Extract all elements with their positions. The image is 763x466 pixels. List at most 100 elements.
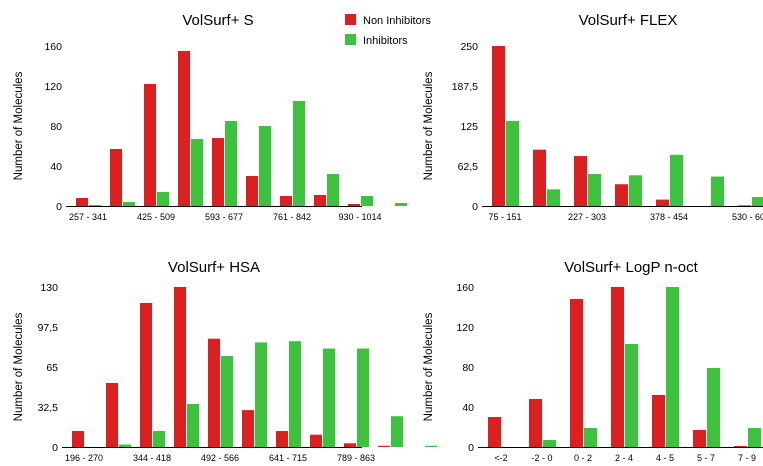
bar-hsa-non-inhibitors-2 [140,303,152,447]
chart-panel-s: VolSurf+ S Number of Molecules 0 40 80 120 1… [13,12,407,222]
bar-hsa-inhibitors-6 [289,341,301,447]
bar-hsa-non-inhibitors-3 [174,287,186,447]
y-ticks-logp: 0 40 80 120 160 [456,282,474,454]
bar-flex-non-inhibitors-2 [574,156,587,206]
bar-flex-inhibitors-2 [588,174,601,206]
bar-hsa-inhibitors-2 [153,431,165,447]
y-ticks-flex: 0 62,5 125 187,5 250 [452,41,478,213]
bar-hsa-inhibitors-3 [187,403,199,447]
y-tick-label-logp-1: 40 [462,402,474,414]
y-tick-label-s-3: 120 [44,81,62,93]
bar-logp-inhibitors-1 [543,440,556,447]
y-tick-label-flex-0: 0 [472,201,478,213]
bar-logp-inhibitors-4 [666,287,679,447]
chart-title-s: VolSurf+ S [182,12,253,29]
bar-hsa-non-inhibitors-0 [72,431,84,447]
bar-hsa-inhibitors-1 [119,444,131,447]
x-tick-label-flex-3: 530 - 606 [732,212,763,222]
bar-s-inhibitors-3 [191,139,203,206]
bar-hsa-inhibitors-10 [425,445,437,447]
bar-s-inhibitors-5 [259,126,271,206]
y-tick-label-s-0: 0 [56,201,62,213]
y-tick-label-logp-4: 160 [456,282,474,294]
x-tick-label-s-3: 761 - 842 [273,212,311,222]
x-tick-label-logp-1: -2 - 0 [531,453,552,463]
bar-logp-non-inhibitors-2 [570,299,583,447]
chart-title-logp: VolSurf+ LogP n-oct [564,259,698,276]
x-tick-label-flex-1: 227 - 303 [568,212,606,222]
bars-flex [492,46,763,206]
x-tick-label-s-1: 425 - 509 [137,212,175,222]
bar-s-non-inhibitors-5 [246,176,258,206]
legend-label-non-inhibitors: Non Inhibitors [363,15,431,27]
x-tick-label-hsa-2: 492 - 566 [201,453,239,463]
bar-flex-non-inhibitors-0 [492,46,505,206]
x-tick-label-logp-0: <-2 [494,453,507,463]
bar-hsa-non-inhibitors-5 [242,410,254,447]
y-tick-label-hsa-2: 65 [46,362,58,374]
y-tick-label-s-4: 160 [44,41,62,53]
chart-title-flex: VolSurf+ FLEX [579,12,678,29]
bar-s-inhibitors-9 [395,203,407,206]
bar-s-non-inhibitors-8 [348,204,360,206]
bar-hsa-inhibitors-7 [323,348,335,447]
bar-hsa-non-inhibitors-1 [106,383,118,447]
y-axis-label-s: Number of Molecules [13,71,25,180]
bar-flex-inhibitors-3 [629,175,642,206]
y-axis-label-hsa: Number of Molecules [13,312,25,421]
bar-flex-inhibitors-0 [506,120,519,206]
bar-s-non-inhibitors-0 [76,198,88,206]
bar-logp-non-inhibitors-3 [611,287,624,447]
bar-flex-non-inhibitors-3 [615,184,628,206]
x-tick-label-flex-2: 378 - 454 [650,212,688,222]
bars-hsa [72,287,437,447]
bar-flex-non-inhibitors-6 [738,205,751,206]
bar-flex-non-inhibitors-1 [533,149,546,206]
bar-flex-inhibitors-5 [711,176,724,206]
bar-logp-non-inhibitors-6 [734,446,747,447]
bar-hsa-inhibitors-9 [391,416,403,447]
x-tick-label-hsa-3: 641 - 715 [269,453,307,463]
y-tick-label-hsa-4: 130 [40,282,58,294]
bar-logp-inhibitors-5 [707,368,720,447]
bar-flex-inhibitors-6 [752,197,763,206]
x-tick-label-logp-5: 5 - 7 [697,453,715,463]
bar-flex-non-inhibitors-4 [656,199,669,206]
y-tick-label-flex-4: 250 [460,41,478,53]
bar-hsa-inhibitors-4 [221,355,233,447]
x-ticks-logp: <-2 -2 - 0 0 - 2 2 - 4 4 - 5 5 - 7 7 - 9 [494,453,756,463]
x-tick-label-logp-3: 2 - 4 [615,453,633,463]
bar-s-inhibitors-0 [89,205,101,206]
bar-hsa-inhibitors-8 [357,348,369,447]
legend-swatch-non-inhibitors [345,14,356,25]
y-tick-label-logp-3: 120 [456,322,474,334]
bar-logp-non-inhibitors-0 [488,417,501,447]
bar-s-inhibitors-7 [327,174,339,206]
y-tick-label-hsa-1: 32,5 [38,402,59,414]
y-tick-label-flex-3: 187,5 [452,81,478,93]
bar-hsa-non-inhibitors-7 [310,434,322,447]
chart-title-hsa: VolSurf+ HSA [168,259,260,276]
bar-s-inhibitors-4 [225,121,237,206]
legend: Non Inhibitors Inhibitors [345,14,431,47]
bar-hsa-non-inhibitors-9 [378,445,390,447]
bar-logp-inhibitors-6 [748,428,761,447]
bar-logp-inhibitors-3 [625,344,638,447]
x-tick-label-hsa-1: 344 - 418 [133,453,171,463]
y-tick-label-hsa-3: 97,5 [38,322,59,334]
bar-s-non-inhibitors-4 [212,138,224,206]
x-tick-label-hsa-4: 789 - 863 [337,453,375,463]
y-tick-label-logp-2: 80 [462,362,474,374]
bar-s-inhibitors-2 [157,192,169,206]
y-tick-label-s-2: 80 [50,121,62,133]
bar-s-non-inhibitors-1 [110,149,122,206]
bar-hsa-non-inhibitors-8 [344,443,356,447]
chart-panel-hsa: VolSurf+ HSA Number of Molecules 0 32,5 65… [13,259,437,463]
bar-logp-inhibitors-2 [584,428,597,447]
x-tick-label-s-2: 593 - 677 [205,212,243,222]
bar-logp-non-inhibitors-4 [652,395,665,447]
bar-s-non-inhibitors-6 [280,196,292,206]
bars-logp [488,287,761,447]
legend-swatch-inhibitors [345,34,356,45]
x-ticks-hsa: 196 - 270 344 - 418 492 - 566 641 - 715 789 … [65,453,375,463]
